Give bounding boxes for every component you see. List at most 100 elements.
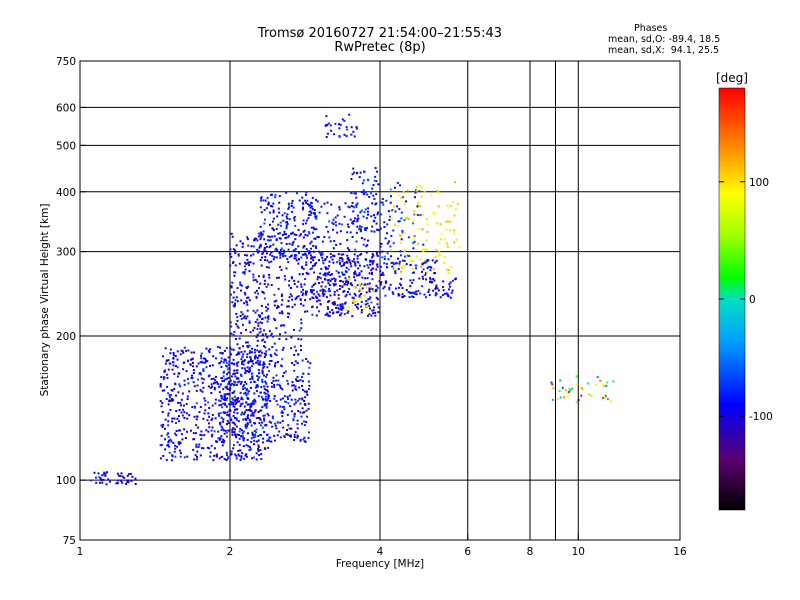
scatter-point [343, 273, 346, 276]
scatter-point [365, 251, 368, 254]
scatter-point [172, 399, 175, 402]
scatter-point [236, 441, 239, 444]
scatter-point [275, 354, 278, 357]
scatter-point [282, 324, 285, 327]
scatter-point [221, 395, 224, 398]
scatter-point [270, 355, 273, 358]
scatter-point [367, 266, 370, 269]
scatter-point [259, 360, 262, 363]
scatter-point [244, 411, 246, 414]
scatter-point [268, 276, 271, 279]
scatter-point [240, 413, 243, 416]
scatter-point [269, 244, 272, 247]
scatter-point [266, 373, 269, 376]
scatter-point [355, 306, 358, 309]
scatter-point [276, 434, 279, 437]
scatter-point [167, 420, 170, 423]
scatter-point [417, 201, 420, 204]
scatter-point [449, 204, 452, 207]
scatter-point [247, 445, 250, 448]
scatter-point [339, 314, 342, 317]
scatter-point [254, 278, 257, 281]
colorbar-unit-label: [deg] [716, 71, 748, 85]
scatter-point [302, 245, 305, 248]
scatter-point [357, 267, 360, 270]
scatter-point [340, 305, 343, 308]
scatter-point [435, 222, 438, 225]
scatter-point [288, 218, 291, 221]
scatter-point [303, 424, 306, 427]
scatter-point [340, 312, 343, 315]
scatter-point [217, 430, 220, 433]
scatter-point [354, 192, 357, 195]
scatter-point [351, 201, 354, 204]
scatter-point [165, 458, 168, 461]
scatter-point [332, 223, 335, 226]
scatter-point [293, 328, 295, 331]
scatter-point [283, 435, 286, 437]
scatter-point [354, 262, 357, 265]
scatter-point [355, 300, 358, 303]
scatter-point [288, 206, 291, 209]
scatter-point [104, 474, 107, 477]
scatter-point [256, 339, 259, 342]
scatter-point [346, 282, 349, 285]
scatter-point [327, 273, 329, 276]
scatter-point [186, 417, 189, 420]
scatter-point [328, 288, 331, 290]
scatter-point [167, 368, 170, 371]
scatter-point [204, 399, 207, 402]
scatter-point [293, 217, 296, 220]
scatter-point [280, 365, 283, 368]
scatter-point [260, 199, 263, 202]
scatter-point [183, 416, 186, 419]
scatter-point [173, 450, 176, 453]
scatter-point [248, 299, 251, 302]
scatter-point [175, 365, 177, 367]
scatter-point [332, 228, 334, 231]
scatter-point [251, 431, 254, 434]
scatter-point [263, 388, 266, 391]
scatter-point [327, 282, 330, 285]
scatter-point [265, 382, 268, 385]
scatter-point [388, 219, 391, 221]
scatter-point [249, 261, 252, 264]
scatter-point [168, 400, 171, 403]
scatter-point [357, 297, 360, 300]
scatter-point [252, 276, 255, 279]
scatter-point [405, 263, 408, 266]
scatter-point [376, 170, 379, 173]
scatter-point [326, 132, 329, 135]
scatter-point [335, 224, 338, 227]
scatter-point [252, 329, 255, 332]
scatter-point [333, 277, 336, 280]
scatter-point [246, 309, 249, 312]
scatter-point [353, 206, 355, 209]
scatter-point [367, 213, 369, 216]
scatter-point [221, 440, 224, 443]
scatter-point [263, 385, 265, 388]
scatter-point [179, 429, 182, 432]
scatter-point [372, 194, 375, 197]
scatter-point [400, 284, 402, 287]
scatter-point [258, 331, 261, 334]
scatter-point [326, 312, 329, 315]
scatter-point [164, 427, 166, 430]
scatter-point [270, 385, 273, 388]
scatter-point [285, 227, 288, 230]
scatter-point [225, 405, 228, 408]
scatter-point [224, 359, 227, 362]
scatter-point [192, 361, 194, 364]
scatter-point [398, 208, 401, 210]
scatter-point [214, 402, 217, 405]
scatter-point [359, 253, 362, 256]
scatter-point [242, 413, 245, 416]
scatter-point [200, 447, 203, 450]
scatter-point [181, 433, 183, 436]
scatter-point [328, 271, 331, 274]
scatter-point [273, 383, 276, 386]
scatter-point [220, 394, 222, 397]
scatter-point [294, 431, 297, 434]
scatter-point [426, 271, 429, 274]
scatter-point [401, 196, 404, 199]
